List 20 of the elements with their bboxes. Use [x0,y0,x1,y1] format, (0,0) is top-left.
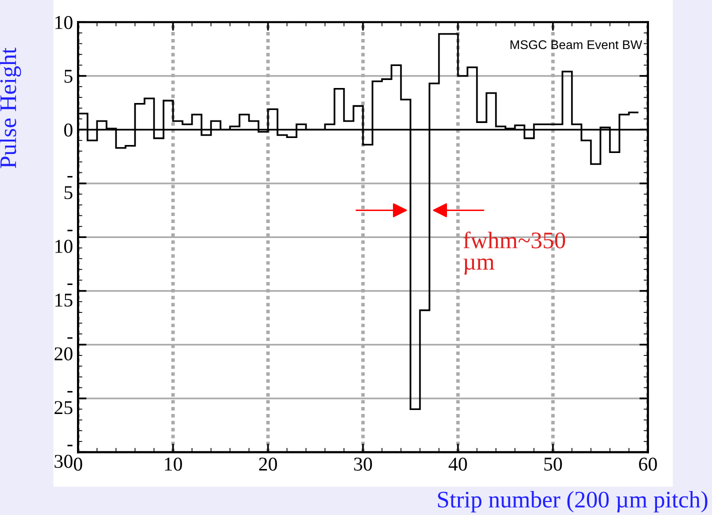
y-tick-label: - 30 [54,444,72,468]
y-tick-label: - 10 [55,230,72,253]
x-tick-label: 40 [448,458,467,471]
annotation: MSGC Beam Event BW [510,40,642,50]
y-tick-label: - 5 [64,176,72,200]
x-tick-label: 30 [354,458,372,471]
y-tick-label: - 15 [55,284,72,307]
x-tick-label: 60 [639,458,657,471]
y-tick-label: - 20 [54,337,72,360]
annotation: fwhm~350 µm [463,232,566,275]
x-tick-label: 50 [544,458,562,471]
x-tick-label: 20 [259,458,277,471]
x-axis-title: Strip number (200 µm pitch) [438,491,708,512]
y-tick-label: 10 [55,16,72,30]
x-tick-label: 10 [165,458,182,471]
y-tick-label: - 25 [54,391,72,414]
y-tick-label: 0 [64,123,72,137]
x-tick-label: 0 [74,458,82,471]
y-tick-label: 5 [64,70,72,83]
y-axis-title: Pulse Height [0,48,22,168]
